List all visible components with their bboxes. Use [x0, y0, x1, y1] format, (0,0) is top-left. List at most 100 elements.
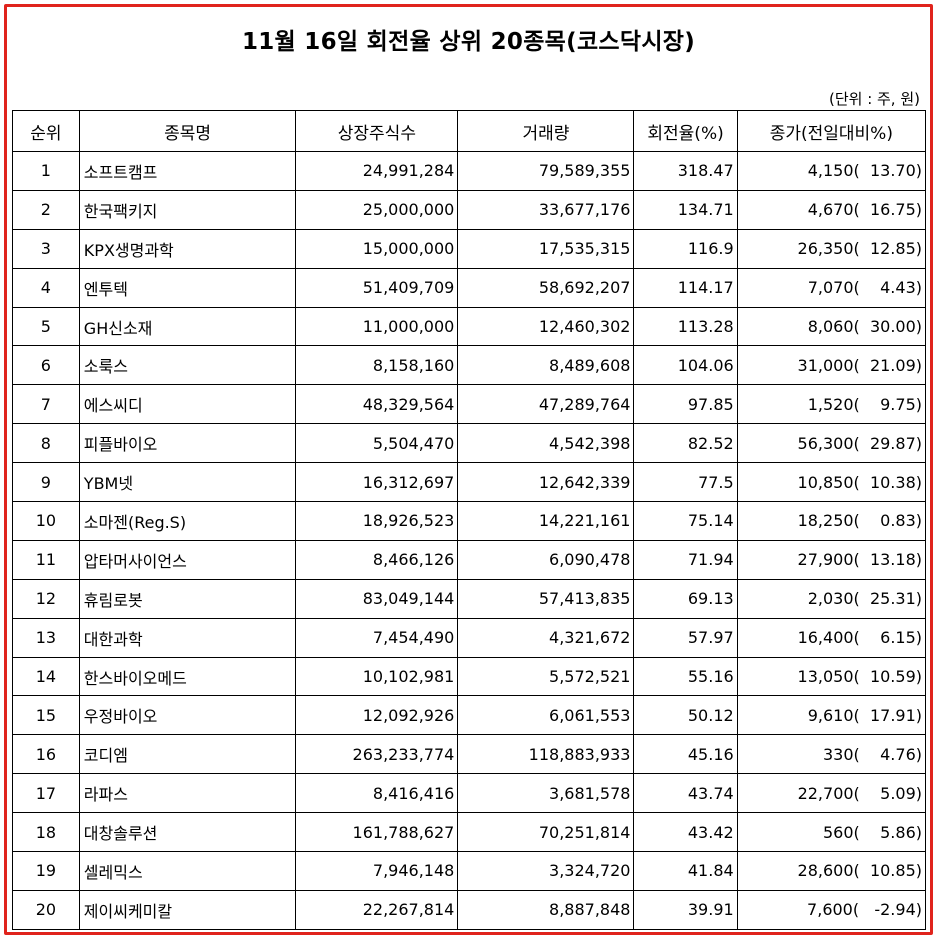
cell-turnover: 71.94	[633, 539, 738, 580]
header-rank: 순위	[12, 110, 80, 152]
cell-shares: 7,946,148	[295, 851, 459, 891]
cell-rank: 3	[12, 228, 80, 269]
table-row: 5 GH신소재 11,000,000 12,460,302 113.28 8,060( 3…	[12, 306, 927, 347]
cell-turnover: 43.42	[633, 812, 738, 853]
cell-price: 7,070( 4.43)	[736, 267, 927, 308]
cell-price: 26,350( 12.85)	[736, 228, 927, 269]
header-volume: 거래량	[457, 110, 635, 152]
cell-rank: 11	[12, 539, 80, 580]
cell-name: 압타머사이언스	[78, 539, 297, 580]
cell-shares: 24,991,284	[295, 151, 459, 191]
cell-name: 휴림로봇	[78, 578, 297, 619]
cell-rank: 7	[12, 384, 80, 425]
cell-turnover: 41.84	[633, 851, 738, 891]
cell-turnover: 318.47	[633, 151, 738, 191]
cell-turnover: 114.17	[633, 267, 738, 308]
cell-shares: 12,092,926	[295, 695, 459, 736]
cell-turnover: 97.85	[633, 384, 738, 425]
table-row: 12 휴림로봇 83,049,144 57,413,835 69.13 2,030( 25…	[12, 578, 927, 619]
cell-price: 10,850( 10.38)	[736, 462, 927, 503]
cell-name: GH신소재	[78, 306, 297, 347]
cell-name: 제이씨케미칼	[78, 889, 297, 930]
cell-turnover: 77.5	[633, 462, 738, 503]
cell-volume: 57,413,835	[457, 578, 635, 619]
cell-turnover: 82.52	[633, 423, 738, 464]
cell-turnover: 43.74	[633, 773, 738, 814]
cell-shares: 7,454,490	[295, 617, 459, 658]
cell-rank: 5	[12, 306, 80, 347]
cell-rank: 13	[12, 617, 80, 658]
cell-name: 소프트캠프	[78, 151, 297, 191]
cell-volume: 4,321,672	[457, 617, 635, 658]
cell-name: 피플바이오	[78, 423, 297, 464]
cell-volume: 58,692,207	[457, 267, 635, 308]
table-row: 13 대한과학 7,454,490 4,321,672 57.97 16,400( 6.1…	[12, 617, 927, 658]
cell-rank: 20	[12, 889, 80, 930]
table-row: 4 엔투텍 51,409,709 58,692,207 114.17 7,070( 4.4…	[12, 267, 927, 308]
table-row: 7 에스씨디 48,329,564 47,289,764 97.85 1,520( 9.7…	[12, 384, 927, 425]
cell-name: YBM넷	[78, 462, 297, 503]
cell-price: 31,000( 21.09)	[736, 345, 927, 386]
cell-rank: 18	[12, 812, 80, 853]
cell-shares: 22,267,814	[295, 889, 459, 930]
cell-volume: 8,489,608	[457, 345, 635, 386]
cell-name: 대창솔루션	[78, 812, 297, 853]
cell-turnover: 50.12	[633, 695, 738, 736]
cell-name: KPX생명과학	[78, 228, 297, 269]
cell-shares: 18,926,523	[295, 501, 459, 541]
cell-name: 우정바이오	[78, 695, 297, 736]
header-shares: 상장주식수	[295, 110, 459, 152]
cell-shares: 83,049,144	[295, 578, 459, 619]
cell-price: 8,060( 30.00)	[736, 306, 927, 347]
cell-shares: 15,000,000	[295, 228, 459, 269]
cell-shares: 16,312,697	[295, 462, 459, 503]
table-row: 18 대창솔루션 161,788,627 70,251,814 43.42 560( 5.…	[12, 812, 927, 853]
cell-name: 셀레믹스	[78, 851, 297, 891]
cell-turnover: 116.9	[633, 228, 738, 269]
cell-shares: 5,504,470	[295, 423, 459, 464]
cell-turnover: 39.91	[633, 889, 738, 930]
cell-volume: 47,289,764	[457, 384, 635, 425]
page-title: 11월 16일 회전율 상위 20종목(코스닥시장)	[241, 29, 696, 55]
cell-turnover: 69.13	[633, 578, 738, 619]
cell-name: 코디엠	[78, 734, 297, 775]
cell-rank: 8	[12, 423, 80, 464]
cell-name: 소룩스	[78, 345, 297, 386]
cell-price: 4,670( 16.75)	[736, 189, 927, 230]
table-row: 16 코디엠 263,233,774 118,883,933 45.16 330( 4.7…	[12, 734, 927, 775]
cell-shares: 11,000,000	[295, 306, 459, 347]
cell-price: 560( 5.86)	[736, 812, 927, 853]
cell-price: 2,030( 25.31)	[736, 578, 927, 619]
table-row: 11 압타머사이언스 8,466,126 6,090,478 71.94 27,900( …	[12, 539, 927, 580]
cell-volume: 6,061,553	[457, 695, 635, 736]
cell-volume: 12,460,302	[457, 306, 635, 347]
cell-price: 7,600( -2.94)	[736, 889, 927, 930]
cell-shares: 10,102,981	[295, 656, 459, 697]
cell-rank: 1	[12, 151, 80, 191]
cell-rank: 19	[12, 851, 80, 891]
cell-price: 330( 4.76)	[736, 734, 927, 775]
cell-turnover: 75.14	[633, 501, 738, 541]
cell-turnover: 104.06	[633, 345, 738, 386]
table-row: 14 한스바이오메드 10,102,981 5,572,521 55.16 13,050(…	[12, 656, 927, 697]
cell-price: 18,250( 0.83)	[736, 501, 927, 541]
cell-rank: 2	[12, 189, 80, 230]
cell-name: 라파스	[78, 773, 297, 814]
cell-rank: 14	[12, 656, 80, 697]
cell-name: 대한과학	[78, 617, 297, 658]
table-row: 20 제이씨케미칼 22,267,814 8,887,848 39.91 7,600( -…	[12, 889, 927, 930]
cell-rank: 4	[12, 267, 80, 308]
cell-name: 소마젠(Reg.S)	[78, 501, 297, 541]
cell-shares: 48,329,564	[295, 384, 459, 425]
cell-shares: 8,158,160	[295, 345, 459, 386]
cell-volume: 79,589,355	[457, 151, 635, 191]
cell-volume: 3,681,578	[457, 773, 635, 814]
cell-turnover: 134.71	[633, 189, 738, 230]
document-frame: 11월 16일 회전율 상위 20종목(코스닥시장) (단위 : 주, 원) 순…	[4, 4, 933, 935]
cell-rank: 10	[12, 501, 80, 541]
cell-price: 56,300( 29.87)	[736, 423, 927, 464]
cell-price: 13,050( 10.59)	[736, 656, 927, 697]
table-row: 17 라파스 8,416,416 3,681,578 43.74 22,700( 5.09…	[12, 773, 927, 814]
cell-rank: 12	[12, 578, 80, 619]
cell-turnover: 45.16	[633, 734, 738, 775]
